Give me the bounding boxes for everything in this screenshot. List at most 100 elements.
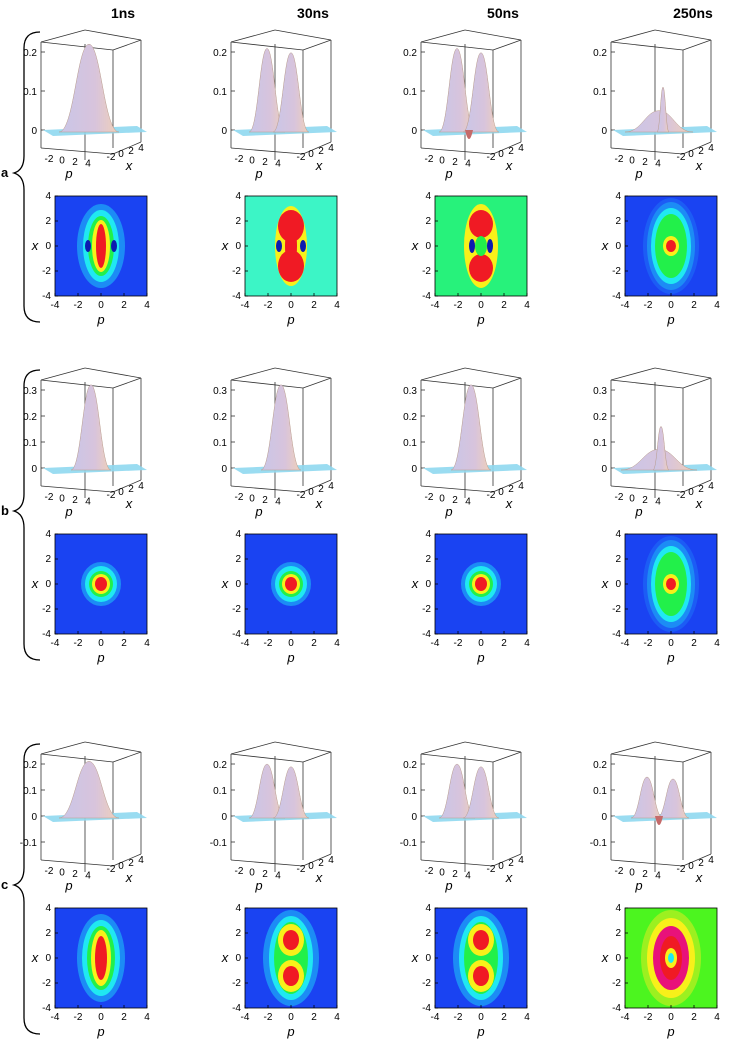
p-tick: 2 xyxy=(452,157,458,168)
surface-plot: 0.30.20.10-2 0 2 4-2 0 2 4px xyxy=(23,367,147,519)
surface-plot: 0.30.20.10-2 0 2 4-2 0 2 4px xyxy=(593,367,717,519)
density-plot: -4-4 -2 -2 0 0 2 2 4 4 p x xyxy=(221,529,340,665)
density-p-tick: -2 xyxy=(74,638,83,649)
z-tick: 0.1 xyxy=(213,786,227,797)
z-tick: 0 xyxy=(221,126,227,137)
density-p-tick: 2 xyxy=(501,638,507,649)
density-p-tick: -4 xyxy=(241,638,250,649)
z-tick: 0 xyxy=(31,126,37,137)
x-tick: 4 xyxy=(708,855,714,866)
surface-peak xyxy=(462,766,500,819)
surface-peak xyxy=(58,43,120,133)
p-tick: -2 xyxy=(615,154,624,165)
density-p-tick: -4 xyxy=(51,300,60,311)
x-axis-label: x xyxy=(125,870,133,885)
density-p-tick: -2 xyxy=(264,300,273,311)
density-x-tick: 4 xyxy=(425,191,431,202)
p-axis-label: p xyxy=(254,166,262,181)
p-tick: -2 xyxy=(425,866,434,877)
x-tick: 4 xyxy=(138,855,144,866)
density-p-label: p xyxy=(286,312,294,327)
p-tick: -2 xyxy=(45,866,54,877)
density-p-tick: -4 xyxy=(431,300,440,311)
p-axis-label: p xyxy=(634,504,642,519)
x-tick: 2 xyxy=(698,858,704,869)
density-plot: -4-4 -2 -2 0 0 2 2 4 4 p x xyxy=(221,191,340,327)
density-p-label: p xyxy=(96,1024,104,1039)
x-tick: 4 xyxy=(518,143,524,154)
x-tick: -2 xyxy=(677,152,686,163)
p-tick: 4 xyxy=(275,871,281,882)
row-label: c xyxy=(1,877,9,892)
x-tick: -2 xyxy=(297,490,306,501)
x-tick: 2 xyxy=(128,146,134,157)
z-tick: 0.1 xyxy=(403,438,417,449)
density-p-tick: -2 xyxy=(264,638,273,649)
row-brace xyxy=(11,743,41,1035)
surface-peak xyxy=(462,52,500,133)
density-p-tick: 4 xyxy=(714,1012,720,1023)
p-tick: 0 xyxy=(439,868,445,879)
density-x-tick: -4 xyxy=(422,1003,431,1014)
density-x-label: x xyxy=(411,238,419,253)
surface-plot: 0.30.20.10-2 0 2 4-2 0 2 4px xyxy=(213,367,337,519)
density-x-label: x xyxy=(411,950,419,965)
density-plot: -4-4 -2 -2 0 0 2 2 4 4 p x xyxy=(221,903,340,1039)
density-x-tick: 4 xyxy=(615,529,621,540)
surface-plot: 0.20.10-0.1-2 0 2 4-2 0 2 4px xyxy=(400,741,527,893)
p-tick: -2 xyxy=(235,154,244,165)
surface-peak xyxy=(652,426,670,471)
density-p-tick: 4 xyxy=(524,1012,530,1023)
density-x-tick: 0 xyxy=(615,241,621,252)
x-tick: 0 xyxy=(118,487,124,498)
density-x-tick: -4 xyxy=(232,291,241,302)
row-label: a xyxy=(1,165,9,180)
density-plot: -4-4 -2 -2 0 0 2 2 4 4 p x xyxy=(601,529,720,665)
x-axis-label: x xyxy=(315,870,323,885)
density-p-tick: -4 xyxy=(431,638,440,649)
density-plot: -4-4 -2 -2 0 0 2 2 4 4 p x xyxy=(31,903,150,1039)
z-tick: 0.1 xyxy=(593,87,607,98)
x-tick: -2 xyxy=(487,864,496,875)
x-tick: 4 xyxy=(328,143,334,154)
x-tick: 0 xyxy=(498,487,504,498)
x-tick: 4 xyxy=(138,143,144,154)
x-tick: 0 xyxy=(308,487,314,498)
z-tick: 0.1 xyxy=(213,87,227,98)
density-x-tick: 0 xyxy=(235,579,241,590)
density-x-tick: -4 xyxy=(612,629,621,640)
x-tick: 4 xyxy=(518,855,524,866)
x-axis-label: x xyxy=(315,158,323,173)
density-x-label: x xyxy=(31,238,39,253)
density-x-tick: 0 xyxy=(45,241,51,252)
z-tick: 0.3 xyxy=(403,386,417,397)
p-tick: 2 xyxy=(642,869,648,880)
density-x-tick: 4 xyxy=(235,191,241,202)
x-tick: 4 xyxy=(708,481,714,492)
density-x-label: x xyxy=(601,576,609,591)
density-p-tick: 2 xyxy=(311,638,317,649)
density-p-label: p xyxy=(666,650,674,665)
density-p-tick: 4 xyxy=(334,300,340,311)
z-tick: 0.2 xyxy=(213,48,227,59)
p-axis-label: p xyxy=(444,166,452,181)
density-x-tick: -2 xyxy=(612,978,621,989)
surface-peak xyxy=(630,776,664,819)
density-plot: -4-4 -2 -2 0 0 2 2 4 4 p x xyxy=(411,191,530,327)
density-x-tick: 2 xyxy=(425,928,431,939)
surface-plot: 0.20.10-2 0 2 4-2 0 2 4px xyxy=(593,29,717,181)
density-p-tick: 0 xyxy=(478,1012,484,1023)
density-x-tick: -4 xyxy=(422,291,431,302)
surface-plot: 0.20.10-0.1-2 0 2 4-2 0 2 4px xyxy=(210,741,337,893)
density-x-tick: 0 xyxy=(615,579,621,590)
density-x-tick: -4 xyxy=(422,629,431,640)
x-axis-label: x xyxy=(125,158,133,173)
p-tick: -2 xyxy=(425,154,434,165)
surface-plot: 0.20.10-2 0 2 4-2 0 2 4px xyxy=(403,29,527,181)
z-tick: 0.2 xyxy=(213,760,227,771)
z-tick: -0.1 xyxy=(210,838,228,849)
density-p-label: p xyxy=(666,1024,674,1039)
density-p-tick: 2 xyxy=(501,1012,507,1023)
density-x-tick: 0 xyxy=(45,579,51,590)
density-p-tick: -2 xyxy=(74,300,83,311)
